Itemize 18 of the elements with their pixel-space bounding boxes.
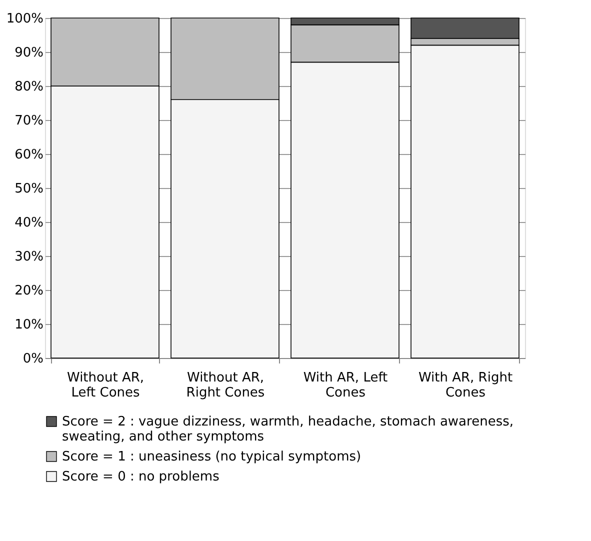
legend-label: Score = 0 : no problems	[62, 470, 220, 484]
y-tick-label: 90%	[14, 46, 44, 60]
y-tick-label: 40%	[14, 216, 44, 230]
y-tick-label: 70%	[14, 114, 44, 128]
legend-label: Score = 2 : vague dizziness, warmth, headache, stomach awareness, sweating, and other symptoms	[62, 414, 514, 444]
x-tick-label: Without AR, Right Cones	[186, 370, 265, 400]
x-tick-label: With AR, Left Cones	[303, 370, 388, 400]
y-tick-label: 10%	[14, 318, 44, 332]
y-tick-label: 60%	[14, 148, 44, 162]
y-tick-label: 80%	[14, 80, 44, 94]
x-tick-label: Without AR, Left Cones	[67, 370, 144, 400]
y-tick-label: 0%	[22, 352, 44, 366]
y-tick-label: 30%	[14, 250, 44, 264]
y-tick-label: 50%	[14, 182, 44, 196]
x-tick-label: With AR, Right Cones	[418, 370, 513, 400]
legend-label: Score = 1 : uneasiness (no typical symptoms)	[62, 450, 362, 464]
y-tick-label: 20%	[14, 284, 44, 298]
y-tick-label: 100%	[6, 12, 44, 26]
